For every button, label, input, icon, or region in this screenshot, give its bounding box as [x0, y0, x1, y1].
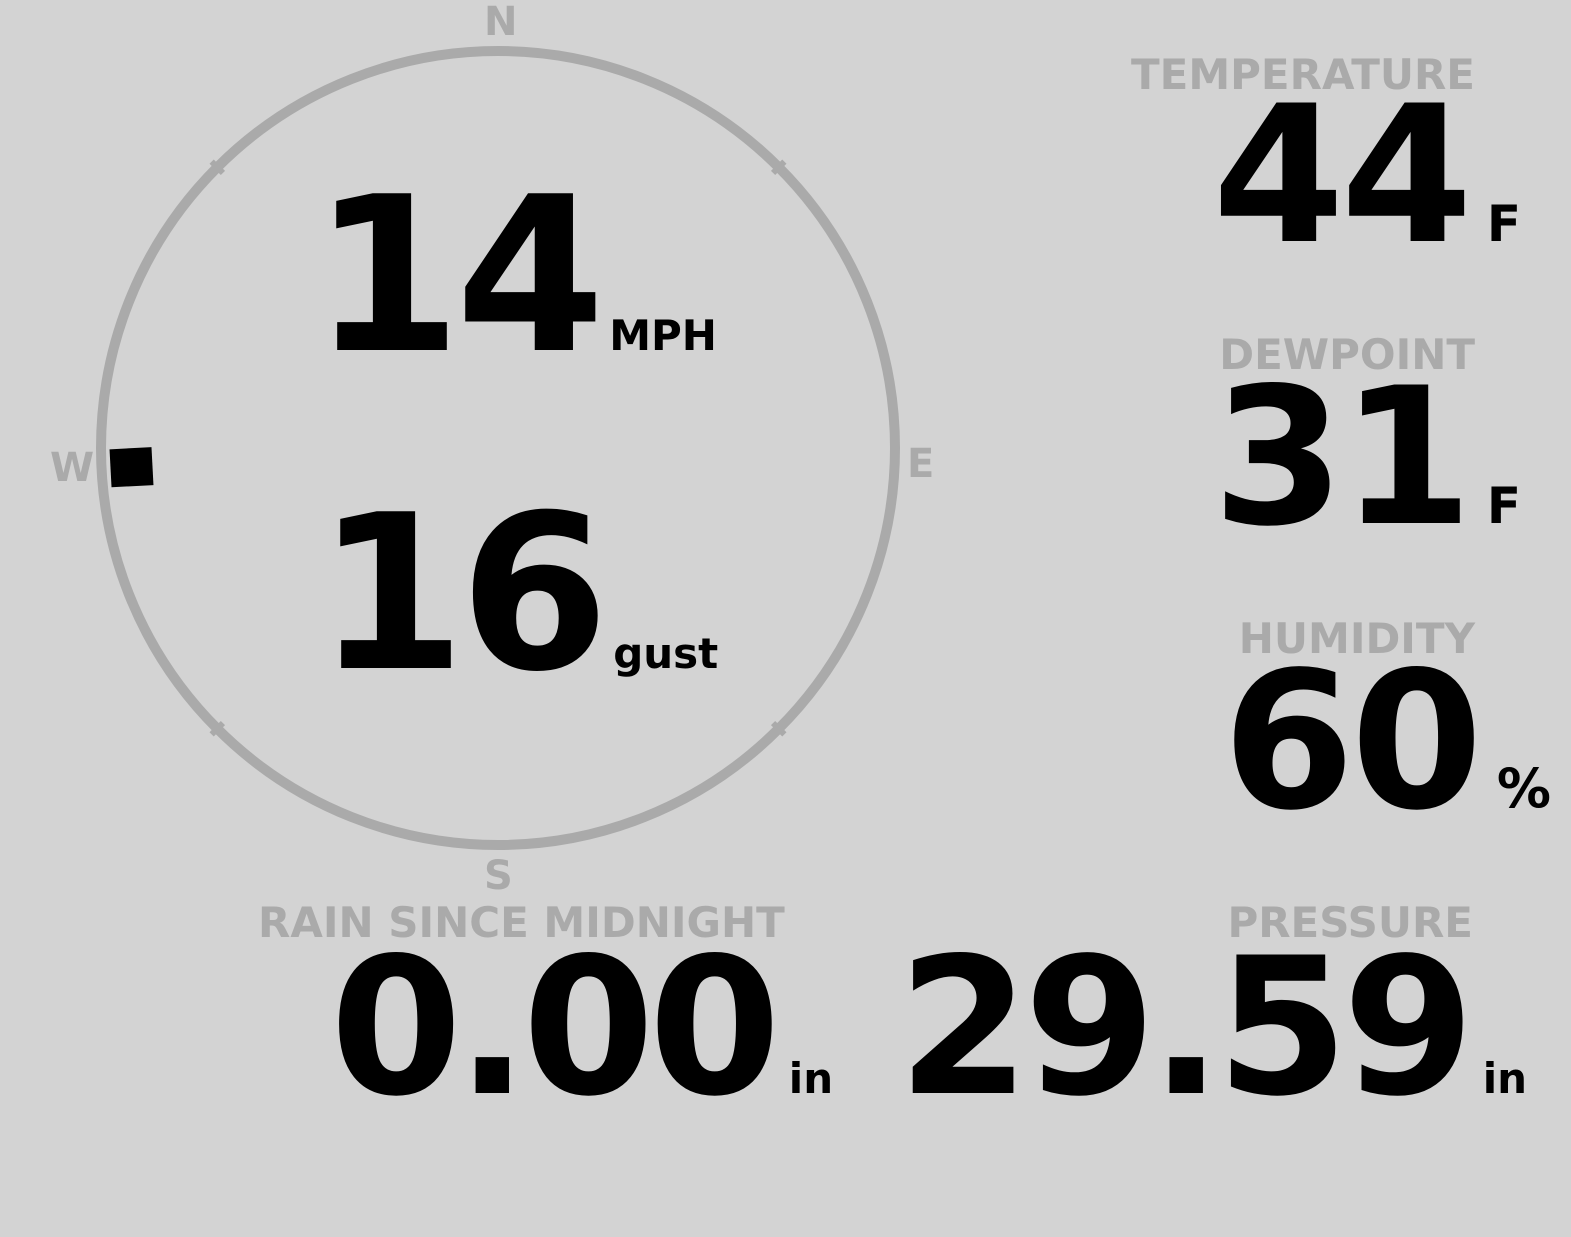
rain-unit: in [788, 1054, 834, 1103]
wind-speed: 14 [312, 150, 605, 401]
rain-row: 0.00 in [330, 917, 834, 1138]
pressure-value: 29.59 [897, 917, 1475, 1138]
wind-direction-marker [109, 447, 154, 488]
compass-ring [96, 46, 900, 850]
cardinal-n: N [484, 0, 518, 45]
temperature-unit: F [1486, 195, 1521, 253]
temperature-row: 44 F [1212, 65, 1521, 286]
temperature-value: 44 [1212, 65, 1472, 286]
humidity-value: 60 [1222, 631, 1482, 852]
dewpoint-unit: F [1486, 477, 1521, 535]
wind-gust: 16 [316, 468, 609, 719]
wind-compass [96, 46, 900, 850]
dewpoint-label: DEWPOINT [1219, 330, 1475, 379]
pressure-unit: in [1482, 1054, 1527, 1103]
cardinal-s: S [484, 853, 513, 899]
compass-tick [209, 159, 226, 176]
cardinal-w: W [50, 445, 95, 491]
temperature-label: TEMPERATURE [1131, 50, 1475, 99]
wind-speed-unit: MPH [609, 311, 717, 360]
compass-tick [770, 720, 787, 737]
humidity-row: 60 % [1222, 631, 1551, 852]
wind-gust-label: gust [613, 629, 719, 678]
wind-speed-row: 14 MPH [312, 150, 717, 401]
humidity-unit: % [1496, 757, 1551, 820]
rain-label: RAIN SINCE MIDNIGHT [258, 898, 785, 947]
wind-gust-row: 16 gust [316, 468, 719, 719]
humidity-label: HUMIDITY [1238, 614, 1475, 663]
compass-tick [770, 159, 787, 176]
cardinal-e: E [907, 441, 935, 487]
dewpoint-row: 31 F [1212, 347, 1521, 568]
pressure-row: 29.59 in [897, 917, 1527, 1138]
pressure-label: PRESSURE [1227, 898, 1473, 947]
rain-value: 0.00 [330, 917, 781, 1138]
compass-tick [209, 720, 226, 737]
dewpoint-value: 31 [1212, 347, 1472, 568]
compass-ticks [209, 159, 787, 737]
